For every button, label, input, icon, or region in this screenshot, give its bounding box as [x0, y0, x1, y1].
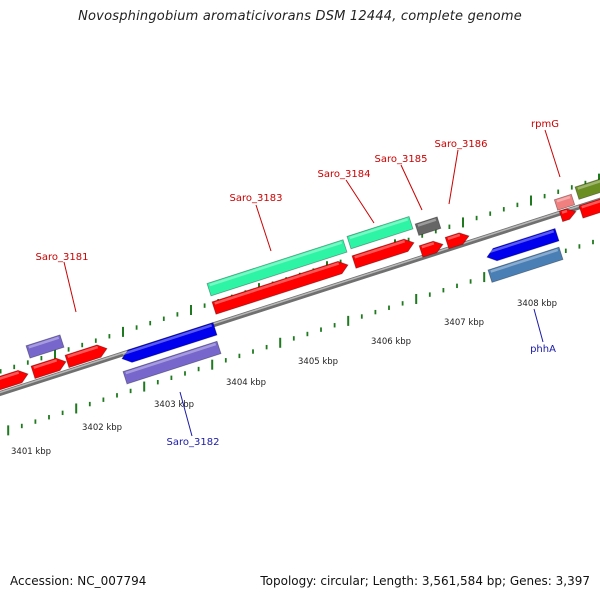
gene-phha-cds-shine	[490, 248, 559, 273]
gene-phha	[486, 227, 560, 262]
gene-label: Saro_3186	[435, 139, 488, 150]
gene-saro-3184-cds-shine	[349, 218, 409, 240]
scale-label: 3405 kbp	[298, 357, 338, 367]
label-leader-lines	[63, 129, 561, 437]
scale-labels: 3401 kbp 3402 kbp 3403 kbp 3404 kbp 3405 kbp…	[11, 299, 557, 457]
leader-phha	[533, 308, 544, 343]
scale-label: 3403 kbp	[154, 400, 194, 410]
map-title: Novosphingobium aromaticivorans DSM 1244…	[78, 9, 522, 24]
gene-saro-3184-shine	[354, 240, 406, 259]
scale-label: 3408 kbp	[517, 299, 557, 309]
gene-saro-3181-prior-shine	[28, 336, 60, 349]
gene-rpmg-shine	[561, 209, 568, 214]
gene-next-shine	[581, 200, 600, 209]
accession-text: Accession: NC_007794	[10, 574, 147, 588]
scale-label: 3407 kbp	[444, 318, 484, 328]
leader-saro-3185	[400, 164, 423, 211]
backbone-highlight	[0, 198, 600, 394]
gene-saro-3185-shine	[421, 242, 435, 249]
gene-label: phhA	[530, 344, 556, 355]
scale-label: 3401 kbp	[11, 447, 51, 457]
gene-saro-3185-cds	[414, 216, 442, 236]
scale-label: 3402 kbp	[82, 423, 122, 433]
gene-saro-3183-cds-shine	[209, 241, 343, 287]
gene-saro-3186	[444, 232, 470, 250]
gene-phha-cds	[487, 246, 564, 283]
leader-saro-3182	[179, 391, 193, 437]
gene-saro-3184-cds	[346, 215, 414, 250]
genome-summary-text: Topology: circular; Length: 3,561,584 bp…	[260, 574, 590, 588]
scale-label: 3406 kbp	[371, 337, 411, 347]
gene-saro-3183-shine	[214, 262, 340, 305]
gene-rpmg	[558, 208, 577, 223]
gene-label: Saro_3183	[230, 193, 283, 204]
gene-saro-3185	[418, 240, 444, 258]
gene-red-left-shine	[0, 371, 20, 380]
gene-saro-3182-cds	[122, 340, 222, 385]
gene-saro-3186-shine	[447, 233, 461, 241]
leader-rpmg	[544, 129, 561, 178]
scale-label: 3404 kbp	[226, 378, 266, 388]
gene-saro-3181-shine	[67, 345, 99, 358]
genome-backbone	[0, 197, 600, 397]
gene-saro-3182-cds-shine	[125, 342, 217, 375]
gene-saro-3182	[121, 322, 218, 363]
gene-label: Saro_3184	[318, 169, 371, 180]
gene-rpmg-cds-shine	[556, 195, 571, 203]
leader-saro-3184	[345, 179, 375, 224]
gene-saro-3184	[351, 238, 415, 269]
gene-next	[578, 198, 600, 219]
gene-saro-3182-shine	[122, 324, 213, 356]
gene-label: Saro_3181	[36, 252, 89, 263]
gene-label: Saro_3182	[167, 437, 220, 448]
gene-saro-3183-cds	[206, 239, 348, 297]
gene-saro-3181	[64, 344, 108, 369]
leader-saro-3183	[255, 204, 272, 252]
gene-next-cds	[574, 178, 600, 200]
gene-next-cds-shine	[577, 180, 600, 190]
gene-red-2-shine	[33, 359, 58, 369]
gene-saro-3181-prior	[25, 334, 65, 359]
gene-phha-shine	[487, 230, 555, 254]
gene-saro-3183	[211, 260, 349, 315]
gene-label: Saro_3185	[375, 154, 428, 165]
gene-labels: Saro_3181 Saro_3182 Saro_3183 Saro_3184 Saro…	[36, 119, 559, 448]
gene-label: rpmG	[531, 119, 559, 130]
gene-features	[0, 178, 600, 391]
leader-saro-3186	[448, 149, 459, 205]
gene-rpmg-cds	[553, 193, 576, 211]
gene-red-left	[0, 369, 29, 391]
gene-saro-3185-cds-shine	[417, 218, 437, 227]
backbone-line	[0, 197, 600, 397]
leader-saro-3181	[63, 261, 77, 313]
gene-red-2	[30, 357, 67, 380]
